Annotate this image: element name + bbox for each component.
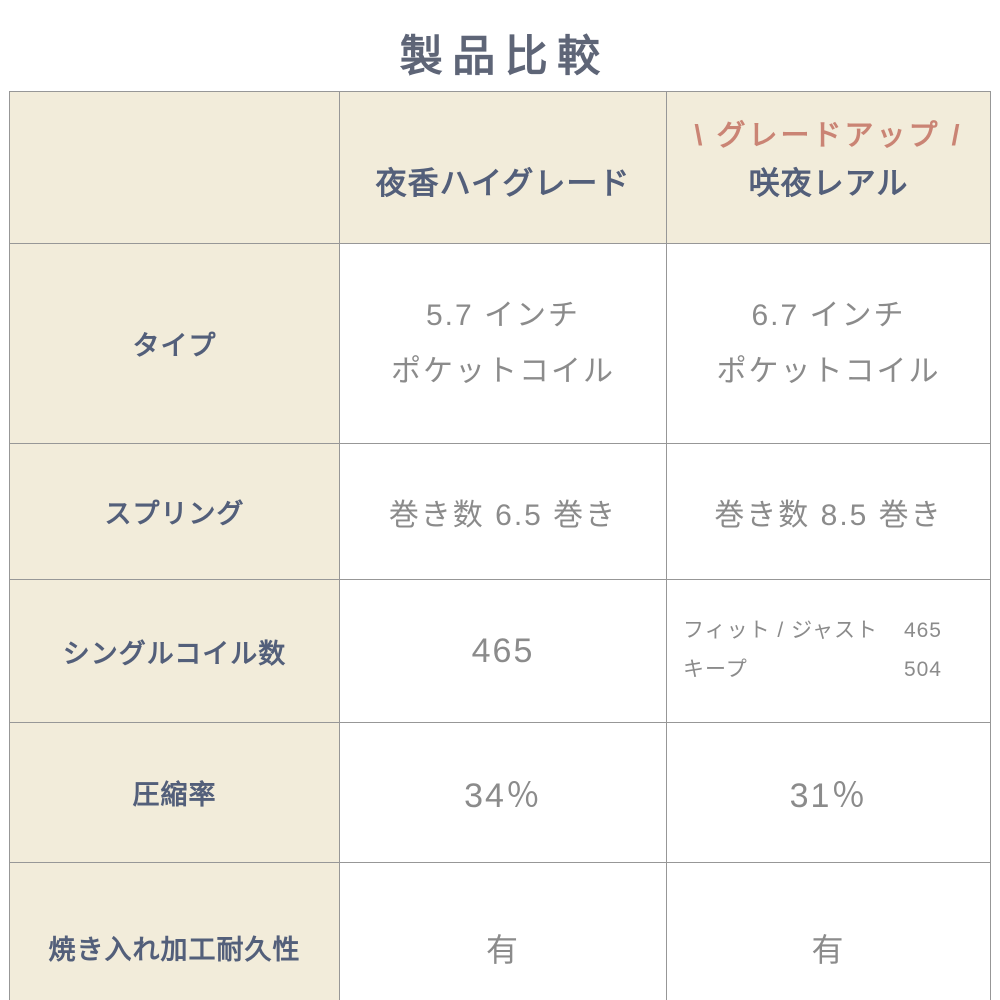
durability-value-product1: 有 <box>339 862 667 1000</box>
product2-header-cell: \ グレードアップ / 咲夜レアル <box>666 91 991 244</box>
product1-header-cell: 夜香ハイグレード <box>339 91 667 244</box>
upgrade-badge: \ グレードアップ / <box>694 120 963 152</box>
coil-detail-line-fit-just: フィット / ジャスト 465 <box>683 612 942 651</box>
durability-value-product2: 有 <box>666 862 991 1000</box>
table-row-compression-rate: 圧縮率 34％ 31％ <box>9 722 991 863</box>
table-row-hardening-durability: 焼き入れ加工耐久性 有 有 <box>9 862 991 1000</box>
compression-value-product2: 31％ <box>666 722 991 863</box>
type-value-product1: 5.7 インチ ポケットコイル <box>339 243 667 444</box>
type-p1-size: 5.7 インチ <box>425 299 581 332</box>
spring-value-product1: 巻き数 6.5 巻き <box>339 443 667 580</box>
type-p2-kind: ポケットコイル <box>716 354 941 388</box>
product1-name: 夜香ハイグレード <box>375 166 631 201</box>
table-row-single-coil-count: シングルコイル数 465 フィット / ジャスト 465 キープ 504 <box>9 579 991 723</box>
table-header-row: 夜香ハイグレード \ グレードアップ / 咲夜レアル <box>9 91 991 244</box>
product2-name: 咲夜レアル <box>748 166 909 201</box>
row-label-type: タイプ <box>9 243 340 444</box>
type-value-product2: 6.7 インチ ポケットコイル <box>666 243 991 444</box>
coil-detail-fit-just-label: フィット / ジャスト <box>683 619 879 643</box>
coil-count-value-product1: 465 <box>339 579 667 723</box>
product-comparison-table: 夜香ハイグレード \ グレードアップ / 咲夜レアル タイプ 5.7 インチ ポ… <box>9 91 991 1000</box>
coil-detail-line-keep: キープ 504 <box>683 651 942 690</box>
coil-detail-keep-label: キープ <box>683 658 748 681</box>
table-row-spring: スプリング 巻き数 6.5 巻き 巻き数 8.5 巻き <box>9 443 991 580</box>
coil-detail-keep-value: 504 <box>903 658 942 681</box>
spring-value-product2: 巻き数 8.5 巻き <box>666 443 991 580</box>
type-p1-kind: ポケットコイル <box>391 354 615 388</box>
page-title: 製品比較 <box>399 33 610 81</box>
row-label-compression-rate: 圧縮率 <box>9 722 340 863</box>
coil-count-value-product2: フィット / ジャスト 465 キープ 504 <box>666 579 991 723</box>
row-label-single-coil-count: シングルコイル数 <box>9 579 340 723</box>
coil-detail-fit-just-value: 465 <box>903 619 942 643</box>
row-label-spring: スプリング <box>9 443 340 580</box>
type-p2-size: 6.7 インチ <box>751 299 906 332</box>
table-row-type: タイプ 5.7 インチ ポケットコイル 6.7 インチ ポケットコイル <box>9 243 991 444</box>
compression-value-product1: 34％ <box>339 722 667 863</box>
row-label-hardening-durability: 焼き入れ加工耐久性 <box>9 862 340 1000</box>
corner-cell <box>9 91 340 244</box>
